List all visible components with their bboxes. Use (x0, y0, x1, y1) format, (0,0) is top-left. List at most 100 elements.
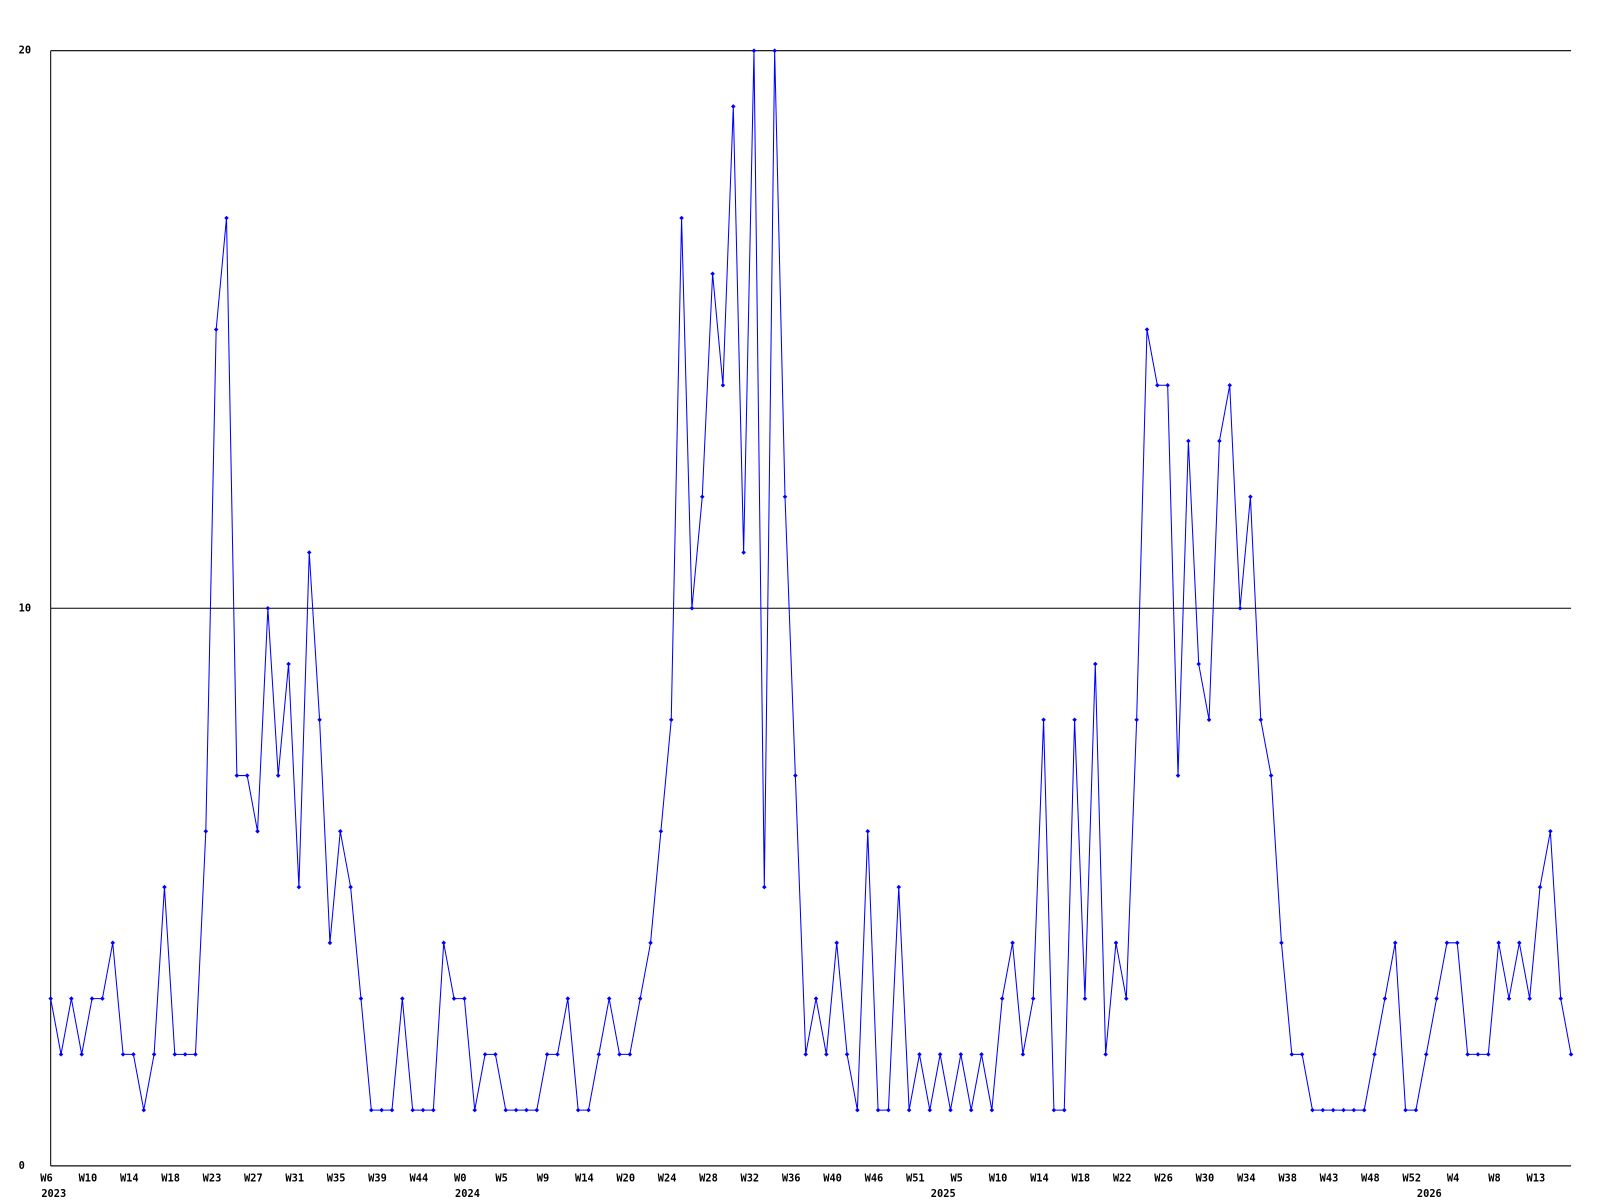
point-marker (1289, 1052, 1295, 1057)
point-marker (400, 996, 405, 1001)
point-marker (813, 996, 819, 1001)
point-marker (213, 327, 219, 332)
point-marker (731, 104, 736, 109)
point-marker (1496, 940, 1501, 946)
point-marker (772, 48, 777, 53)
x-tick-label: W40 (823, 1172, 842, 1184)
point-marker (1030, 996, 1036, 1001)
point-marker (141, 1107, 147, 1113)
point-marker (999, 996, 1005, 1001)
point-marker (1465, 1052, 1470, 1057)
point-marker (1279, 940, 1284, 946)
point-marker (441, 940, 446, 946)
point-marker (1268, 773, 1274, 778)
x-tick-label: W6 (40, 1172, 52, 1184)
point-marker (534, 1107, 540, 1113)
x-tick-label: W22 (1113, 1172, 1132, 1184)
point-marker (968, 1107, 974, 1113)
point-marker (844, 1052, 850, 1057)
point-marker (524, 1107, 529, 1113)
x-tick-label: W26 (1154, 1172, 1173, 1184)
point-marker (275, 773, 281, 778)
point-marker (927, 1107, 933, 1113)
point-marker (834, 940, 839, 946)
point-marker (379, 1107, 384, 1113)
point-marker (575, 1107, 581, 1113)
point-marker (472, 1107, 478, 1113)
point-marker (358, 996, 364, 1001)
point-marker (317, 717, 322, 723)
point-marker (1475, 1052, 1481, 1057)
point-marker (1155, 382, 1160, 388)
point-marker (513, 1107, 519, 1113)
point-marker (782, 494, 788, 500)
point-marker (1382, 996, 1388, 1001)
point-marker (617, 1052, 622, 1057)
point-marker (110, 940, 116, 946)
point-marker (1423, 1052, 1429, 1057)
point-marker (1175, 773, 1181, 778)
point-marker (679, 215, 684, 221)
point-marker (658, 829, 664, 834)
point-marker (503, 1107, 509, 1113)
x-tick-label: W28 (699, 1172, 718, 1184)
point-marker (244, 773, 250, 778)
point-marker (410, 1107, 415, 1113)
point-marker (172, 1052, 178, 1057)
point-marker (596, 1052, 602, 1057)
point-marker (89, 996, 95, 1001)
point-marker (544, 1052, 550, 1057)
x-tick-label: W14 (120, 1172, 139, 1184)
point-marker (1010, 940, 1015, 946)
point-marker (1517, 940, 1522, 946)
point-marker (265, 606, 271, 611)
x-tick-label: W23 (203, 1172, 222, 1184)
x-tick-label: W44 (410, 1172, 429, 1184)
point-marker (1196, 661, 1201, 667)
point-marker (606, 996, 612, 1001)
year-label: 2024 (455, 1188, 480, 1200)
x-tick-label: W46 (865, 1172, 884, 1184)
point-marker (1093, 661, 1098, 667)
point-marker (151, 1052, 157, 1057)
year-label: 2023 (41, 1188, 66, 1200)
point-marker (420, 1107, 426, 1113)
point-marker (637, 996, 643, 1001)
x-tick-label: W36 (782, 1172, 801, 1184)
point-marker (906, 1107, 912, 1113)
y-tick-label: 20 (19, 45, 31, 57)
point-marker (979, 1052, 984, 1057)
x-tick-label: W27 (244, 1172, 263, 1184)
point-marker (1103, 1052, 1108, 1057)
point-marker (1165, 382, 1170, 388)
point-marker (793, 773, 798, 778)
point-marker (1372, 1052, 1377, 1057)
point-marker (1351, 1107, 1357, 1113)
point-marker (1217, 438, 1222, 444)
point-marker (1310, 1107, 1315, 1113)
point-marker (751, 48, 757, 53)
point-marker (741, 550, 746, 555)
x-tick-label: W18 (161, 1172, 180, 1184)
point-marker (451, 996, 457, 1001)
point-marker (286, 661, 291, 667)
point-marker (948, 1107, 953, 1113)
point-marker (1392, 940, 1398, 946)
point-marker (1320, 1107, 1326, 1113)
point-marker (162, 884, 167, 890)
point-marker (865, 829, 871, 834)
x-tick-label: W4 (1447, 1172, 1459, 1184)
year-label: 2025 (931, 1188, 956, 1200)
point-marker (1403, 1107, 1408, 1113)
point-marker (337, 829, 343, 834)
point-marker (1061, 1107, 1067, 1113)
point-marker (1134, 717, 1139, 723)
point-marker (1527, 996, 1532, 1001)
point-marker (182, 1052, 188, 1057)
point-marker (296, 884, 302, 890)
point-marker (69, 996, 74, 1001)
point-marker (1537, 884, 1543, 890)
point-marker (565, 996, 571, 1001)
point-marker (824, 1052, 829, 1057)
